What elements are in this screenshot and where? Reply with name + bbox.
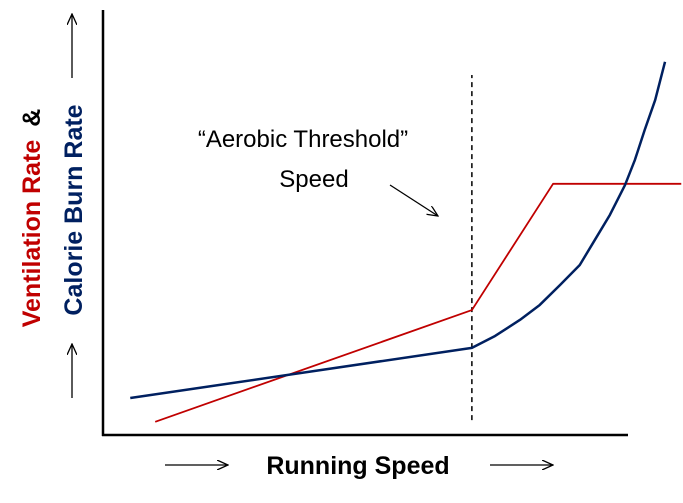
y-label-part: Ventilation Rate xyxy=(18,140,46,328)
series-line xyxy=(130,61,667,400)
annotation: Speed xyxy=(279,166,348,193)
x-axis-label: Running Speed xyxy=(266,452,449,480)
series-line xyxy=(154,182,682,423)
annotation-arrow xyxy=(389,184,438,216)
y-label-part: & xyxy=(18,109,46,127)
annotation: “Aerobic Threshold” xyxy=(198,126,408,153)
y-axis-label: Calorie Burn Rate xyxy=(60,104,88,315)
y-axis-label: Ventilation Rate & xyxy=(18,109,46,328)
